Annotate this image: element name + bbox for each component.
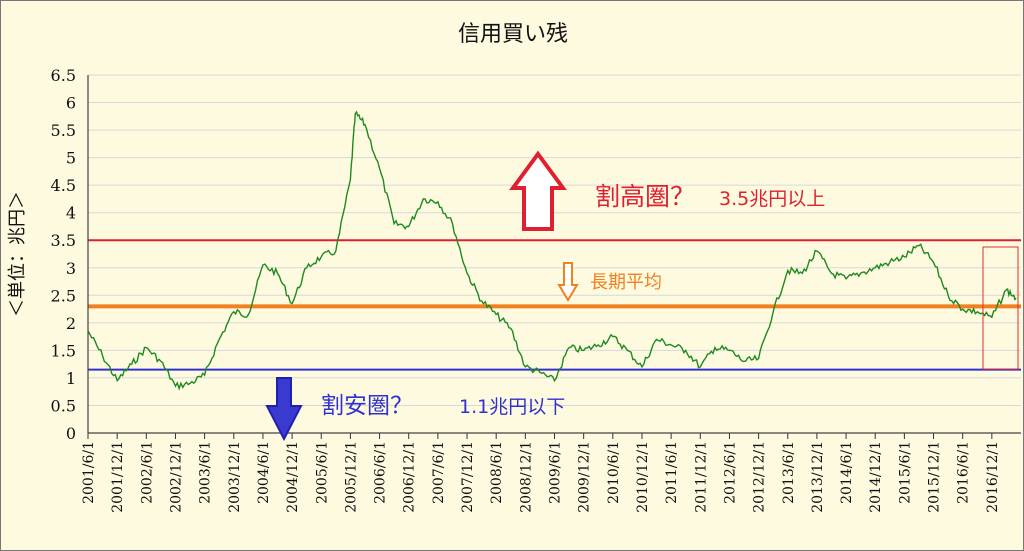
x-tick-labels: 2001/6/1 2001/12/1 2002/6/1 2002/12/1 2003/6… (81, 433, 1001, 513)
x-tick-label: 2012/12/1 (752, 441, 768, 513)
x-tick-label: 2005/6/1 (314, 441, 330, 504)
x-tick-label: 2009/6/1 (548, 441, 564, 504)
low-value: 1.1兆円以下 (459, 396, 565, 418)
down-arrow-icon (265, 377, 303, 442)
x-tick-label: 2013/6/1 (781, 441, 797, 504)
low-label: 割安圏？ (321, 393, 413, 419)
low-annotation: 割安圏？ 1.1兆円以下 (265, 377, 565, 442)
y-axis-label: ＜単位：兆円＞ (7, 191, 28, 317)
series-layer (87, 110, 1017, 391)
y-tick-label: 4.5 (51, 176, 76, 195)
x-tick-label: 2014/12/1 (868, 441, 884, 513)
chart-title: 信用買い残 (458, 22, 568, 47)
x-tick-label: 2015/12/1 (927, 441, 943, 513)
y-tick-label: 1 (66, 369, 76, 388)
y-tick-label: 1.5 (51, 341, 76, 360)
gridlines (88, 74, 1021, 434)
x-tick-label: 2010/12/1 (635, 441, 651, 513)
x-tick-label: 2003/6/1 (198, 441, 214, 504)
avg-label: 長期平均 (590, 272, 662, 293)
series-line (87, 110, 1017, 391)
reference-lines (88, 239, 1021, 371)
x-tick-label: 2004/6/1 (256, 441, 272, 504)
x-tick-label: 2010/6/1 (606, 441, 622, 504)
x-tick-label: 2015/6/1 (897, 441, 913, 504)
high-label: 割高圏？ (595, 182, 695, 211)
x-tick-label: 2001/12/1 (110, 441, 126, 513)
y-tick-label: 3.5 (51, 231, 76, 250)
y-tick-label: 6.5 (51, 66, 76, 85)
x-tick-label: 2009/12/1 (577, 441, 593, 513)
x-tick-label: 2006/6/1 (373, 441, 389, 504)
x-tick-label: 2008/12/1 (518, 441, 534, 513)
x-tick-label: 2005/12/1 (343, 441, 359, 513)
highlight-box (982, 246, 1019, 370)
high-value: 3.5兆円以上 (719, 188, 825, 210)
up-arrow-icon (509, 150, 567, 231)
high-annotation: 割高圏？ 3.5兆円以上 (509, 150, 825, 231)
x-tick-label: 2001/6/1 (81, 441, 97, 504)
x-tick-label: 2011/6/1 (664, 441, 680, 504)
x-tick-label: 2002/12/1 (168, 441, 184, 513)
y-tick-label: 5 (66, 149, 76, 168)
down-arrow-small-icon (557, 262, 579, 302)
x-tick-label: 2003/12/1 (227, 441, 243, 513)
x-tick-label: 2004/12/1 (285, 441, 301, 513)
x-tick-label: 2011/12/1 (693, 441, 709, 513)
avg-annotation: 長期平均 (557, 262, 662, 302)
y-tick-label: 3 (66, 259, 76, 278)
x-tick-label: 2007/6/1 (431, 441, 447, 504)
x-tick-label: 2016/12/1 (985, 441, 1001, 513)
y-tick-label: 5.5 (51, 121, 76, 140)
x-tick-label: 2013/12/1 (810, 441, 826, 513)
x-tick-label: 2014/6/1 (839, 441, 855, 504)
y-tick-labels: 0 0.5 1 1.5 2 2.5 3 3.5 4 4.5 5 5.5 6 6.5 (51, 66, 76, 443)
y-tick-label: 6 (66, 94, 76, 113)
y-tick-label: 2 (66, 314, 76, 333)
y-tick-label: 0 (66, 424, 76, 443)
plot-area (87, 75, 1021, 434)
x-tick-label: 2006/12/1 (402, 441, 418, 513)
y-tick-label: 4 (66, 204, 76, 223)
y-tick-label: 2.5 (51, 286, 76, 305)
x-tick-label: 2002/6/1 (139, 441, 155, 504)
y-tick-label: 0.5 (51, 396, 76, 415)
x-tick-label: 2008/6/1 (489, 441, 505, 504)
x-tick-label: 2007/12/1 (460, 441, 476, 513)
x-tick-label: 2016/6/1 (956, 441, 972, 504)
x-tick-label: 2012/6/1 (722, 441, 738, 504)
